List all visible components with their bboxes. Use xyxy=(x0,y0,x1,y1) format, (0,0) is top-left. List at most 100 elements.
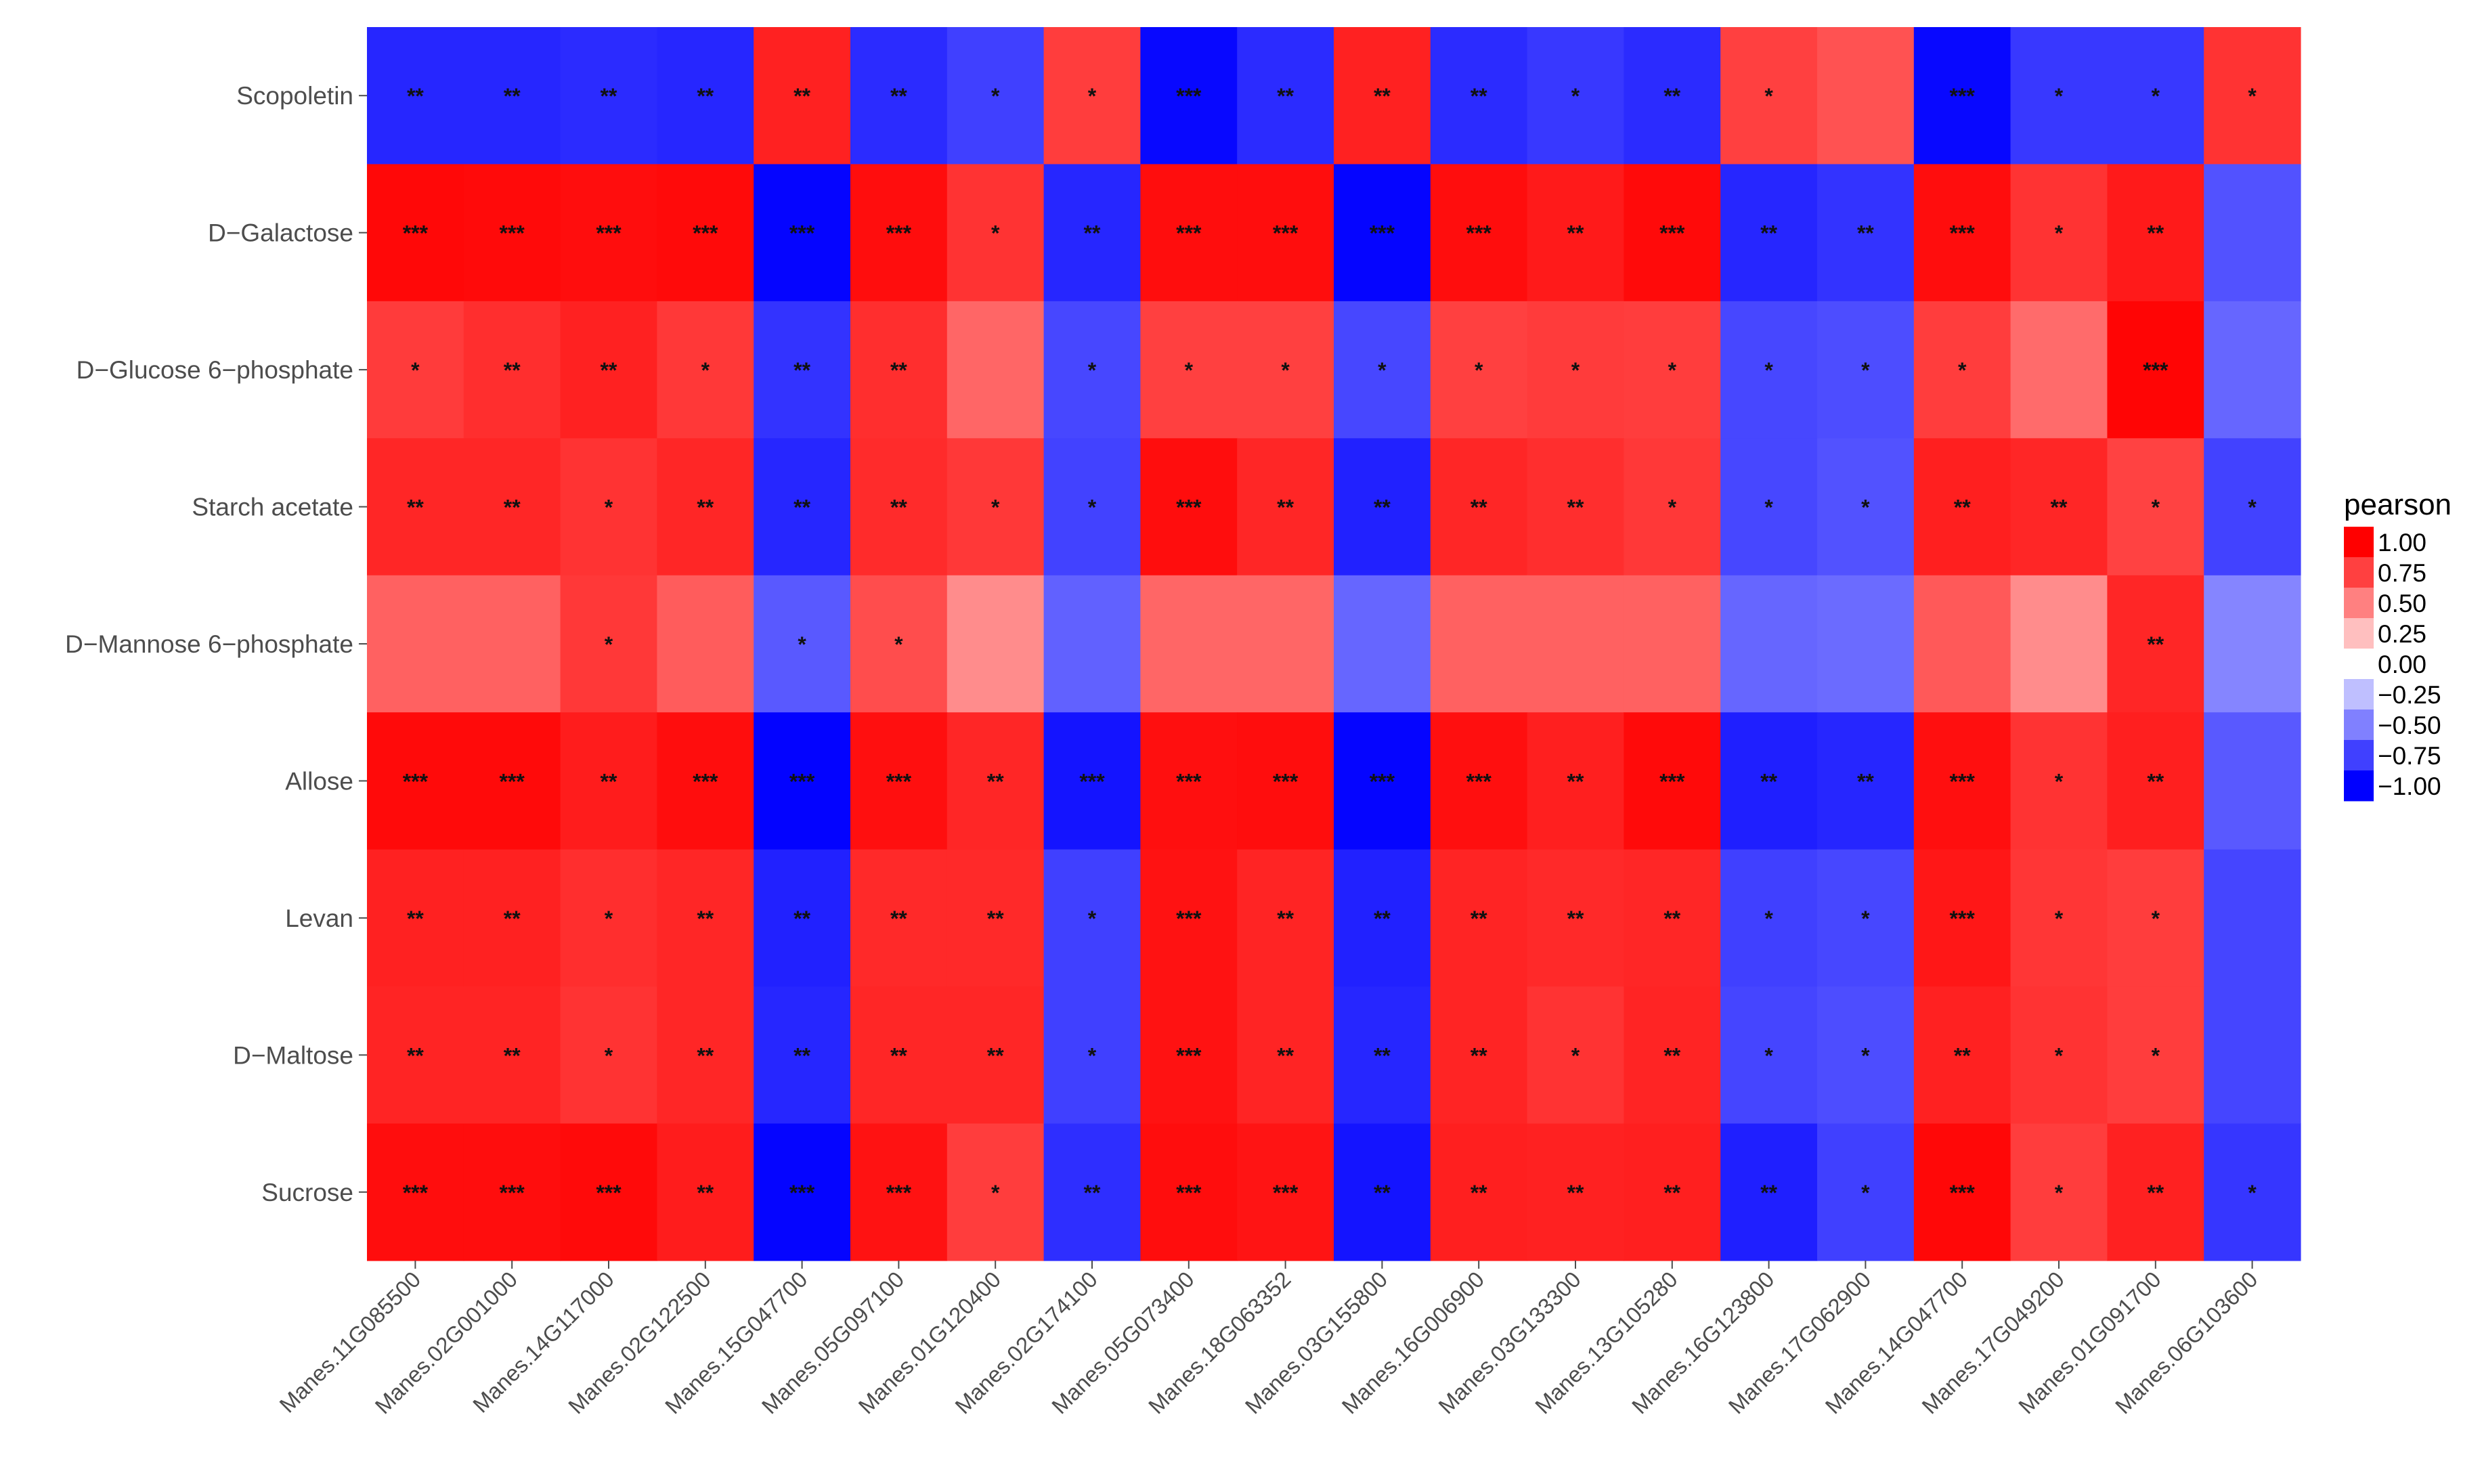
significance-label: * xyxy=(1668,358,1677,383)
heatmap-cell xyxy=(1140,27,1238,165)
significance-label: * xyxy=(2055,1043,2064,1068)
legend-colorbar xyxy=(2344,527,2374,802)
significance-label: * xyxy=(1088,1043,1097,1068)
significance-label: ** xyxy=(890,496,907,520)
heatmap-cell xyxy=(850,1123,948,1261)
heatmap-cell xyxy=(1043,712,1141,850)
heatmap-cell xyxy=(2107,575,2204,713)
heatmap-cell xyxy=(2107,164,2204,302)
significance-label: * xyxy=(2055,907,2064,931)
heatmap-cell xyxy=(2107,1123,2204,1261)
heatmap-cell xyxy=(2204,849,2301,987)
significance-label: * xyxy=(1185,358,1194,383)
heatmap-cell xyxy=(2204,986,2301,1125)
significance-label: ** xyxy=(1084,221,1101,246)
heatmap-cell xyxy=(946,575,1045,713)
heatmap-cell xyxy=(367,986,464,1125)
heatmap-cell xyxy=(1334,301,1431,439)
heatmap-cell xyxy=(463,301,561,439)
significance-label: *** xyxy=(1370,769,1395,793)
heatmap-cell xyxy=(1237,849,1334,987)
heatmap-cell xyxy=(1140,849,1238,987)
significance-label: * xyxy=(2055,84,2064,108)
heatmap-cell xyxy=(1237,164,1334,302)
heatmap-cell xyxy=(1140,575,1238,713)
heatmap-cell xyxy=(1720,1123,1818,1261)
heatmap-cell xyxy=(850,986,948,1125)
significance-label: ** xyxy=(2147,1181,2164,1205)
heatmap-cell xyxy=(1913,164,2011,302)
heatmap-cell xyxy=(1140,164,1238,302)
significance-label: * xyxy=(798,632,806,657)
heatmap-cell xyxy=(657,164,754,302)
heatmap-cell xyxy=(754,712,851,850)
heatmap-cell xyxy=(560,164,657,302)
heatmap-cell xyxy=(1237,301,1334,439)
significance-label: *** xyxy=(596,1181,622,1205)
significance-label: *** xyxy=(1273,1181,1299,1205)
heatmap-cell xyxy=(1720,164,1818,302)
significance-label: ** xyxy=(1954,1043,1971,1068)
significance-label: * xyxy=(991,84,1000,108)
legend-break-label: 0.75 xyxy=(2378,559,2426,587)
heatmap-cell xyxy=(1334,986,1431,1125)
significance-label: *** xyxy=(1950,1181,1976,1205)
heatmap-cell xyxy=(1334,438,1431,576)
significance-label: *** xyxy=(1176,84,1202,108)
significance-label: ** xyxy=(2051,496,2068,520)
heatmap-cell xyxy=(754,986,851,1125)
heatmap-cell xyxy=(1334,164,1431,302)
significance-label: * xyxy=(605,632,613,657)
heatmap-cell xyxy=(560,575,657,713)
heatmap-cell xyxy=(1140,986,1238,1125)
significance-label: * xyxy=(991,496,1000,520)
heatmap-cell xyxy=(463,438,561,576)
heatmap-cell xyxy=(1140,712,1238,850)
heatmap-cell xyxy=(657,712,754,850)
significance-label: *** xyxy=(1950,769,1976,793)
significance-label: * xyxy=(1571,1043,1580,1068)
heatmap-cell xyxy=(1720,986,1818,1125)
significance-label: * xyxy=(1571,84,1580,108)
significance-label: * xyxy=(1861,1043,1870,1068)
heatmap-cell xyxy=(1817,986,1915,1125)
significance-label: ** xyxy=(1374,907,1391,931)
significance-label: *** xyxy=(596,221,622,246)
heatmap-cell xyxy=(1334,27,1431,165)
significance-label: *** xyxy=(1176,769,1202,793)
heatmap-cell xyxy=(2107,849,2204,987)
y-tick-label: D−Glucose 6−phosphate xyxy=(77,356,353,384)
significance-label: ** xyxy=(793,907,810,931)
heatmap-cell xyxy=(1237,1123,1334,1261)
heatmap-cell xyxy=(1913,27,2011,165)
significance-label: ** xyxy=(407,1043,424,1068)
heatmap-cell xyxy=(2204,575,2301,713)
heatmap-cell xyxy=(1624,575,1721,713)
heatmap-cell xyxy=(1334,575,1431,713)
heatmap-cell xyxy=(1624,1123,1721,1261)
heatmap-cell xyxy=(1140,438,1238,576)
heatmap-cell xyxy=(1140,301,1238,439)
heatmap-cell xyxy=(1527,849,1624,987)
significance-label: * xyxy=(411,358,420,383)
heatmap-cell xyxy=(657,438,754,576)
significance-label: ** xyxy=(504,84,521,108)
legend-swatch xyxy=(2344,527,2374,558)
heatmap-cell xyxy=(367,438,464,576)
significance-label: ** xyxy=(1567,1181,1584,1205)
legend-break-label: −1.00 xyxy=(2378,772,2441,800)
significance-label: ** xyxy=(1471,496,1487,520)
y-tick-label: D−Mannose 6−phosphate xyxy=(65,630,353,658)
heatmap-cell xyxy=(946,1123,1045,1261)
y-tick-label: D−Maltose xyxy=(233,1041,353,1069)
heatmap-cell xyxy=(1043,986,1141,1125)
legend-break-label: −0.25 xyxy=(2378,681,2441,709)
heatmap-cell xyxy=(1430,27,1528,165)
legend-break-label: −0.75 xyxy=(2378,742,2441,770)
heatmap-cell xyxy=(2204,1123,2301,1261)
significance-label: * xyxy=(894,632,903,657)
significance-label: * xyxy=(2248,496,2257,520)
heatmap-cell xyxy=(2107,301,2204,439)
significance-label: *** xyxy=(1176,221,1202,246)
